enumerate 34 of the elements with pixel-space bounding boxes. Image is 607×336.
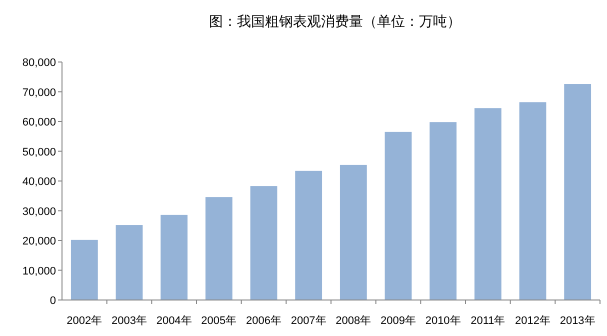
bar	[384, 132, 412, 300]
bar	[116, 225, 143, 300]
bar	[564, 84, 592, 300]
y-tick-label: 10,000	[22, 265, 56, 278]
y-tick-label: 60,000	[22, 116, 56, 128]
chart-title: 图：我国粗钢表观消费量（单位：万吨）	[209, 14, 461, 30]
bar	[160, 214, 188, 300]
y-tick-label: 70,000	[22, 86, 56, 99]
bar	[474, 108, 502, 300]
x-tick-label: 2011年	[470, 315, 506, 327]
x-tick-label: 2013年	[560, 315, 596, 327]
bar	[519, 102, 546, 300]
y-tick-label: 50,000	[22, 146, 56, 158]
x-tick-label: 2002年	[66, 315, 102, 327]
y-tick-label: 30,000	[22, 206, 56, 218]
x-tick-label: 2006年	[246, 315, 282, 327]
y-tick-label: 40,000	[22, 176, 56, 188]
x-tick-label: 2012年	[515, 315, 550, 327]
bar	[250, 186, 278, 300]
x-tick-label: 2008年	[336, 315, 372, 327]
bar	[295, 170, 322, 300]
bar	[70, 240, 98, 300]
y-tick-label: 20,000	[22, 236, 56, 248]
x-tick-label: 2005年	[201, 315, 237, 327]
x-tick-label: 2009年	[380, 315, 416, 327]
y-tick-label: 80,000	[22, 57, 56, 69]
bar	[430, 122, 457, 300]
bar	[340, 164, 367, 300]
x-tick-label: 2007年	[290, 315, 326, 327]
x-tick-label: 2004年	[156, 315, 192, 327]
x-tick-label: 2010年	[425, 315, 461, 327]
bar	[205, 197, 232, 300]
y-tick-label: 0	[50, 295, 56, 307]
x-tick-label: 2003年	[112, 315, 147, 327]
